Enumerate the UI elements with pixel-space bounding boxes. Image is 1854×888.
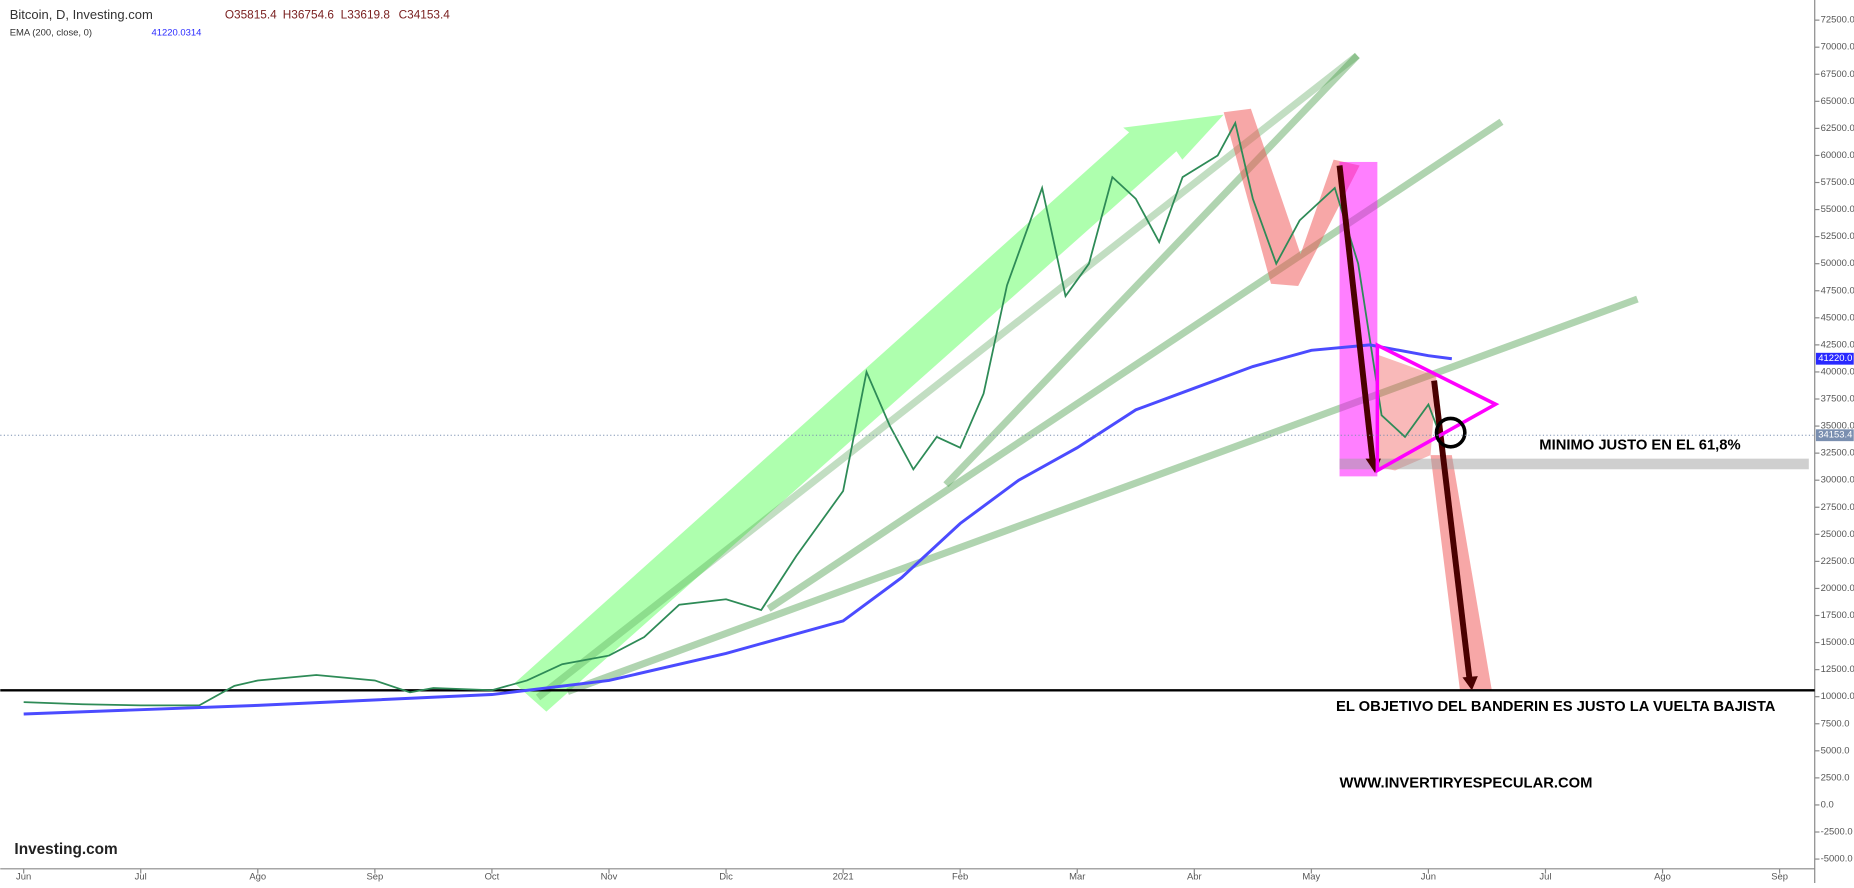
series-line: [23, 343, 1453, 716]
logo: Investing.com: [14, 841, 117, 858]
y-tick-label: 37500.0: [1821, 394, 1854, 405]
x-tick-label: 2021: [833, 872, 854, 883]
y-tick-label: 30000.0: [1821, 475, 1854, 486]
x-tick-label: Jul: [135, 872, 147, 883]
x-tick-label: Sep: [366, 872, 383, 883]
y-tick-label: 57500.0: [1821, 177, 1854, 188]
y-tick-label: 5000.0: [1821, 745, 1850, 756]
annotation: MINIMO JUSTO EN EL 61,8%: [1539, 438, 1740, 454]
y-tick-label: 27500.0: [1821, 502, 1854, 513]
indicator-label: EMA (200, close, 0): [10, 28, 92, 39]
x-tick-label: Ago: [249, 872, 266, 883]
x-tick-label: Jul: [1539, 872, 1551, 883]
y-tick-label: 55000.0: [1821, 204, 1854, 215]
trend-line: [535, 52, 1360, 701]
x-tick-label: May: [1302, 872, 1320, 883]
y-tick-label: -5000.0: [1821, 854, 1853, 865]
y-tick-label: 45000.0: [1821, 312, 1854, 323]
y-tick-label: 65000.0: [1821, 96, 1854, 107]
x-tick-label: Nov: [601, 872, 618, 883]
x-tick-label: Dic: [719, 872, 733, 883]
y-tick-label: 52500.0: [1821, 231, 1854, 242]
y-tick-label: 15000.0: [1821, 637, 1854, 648]
ohlc-close: C34153.4: [399, 7, 451, 21]
y-tick-label: 67500.0: [1821, 69, 1854, 80]
arrow: [1336, 165, 1376, 462]
y-tick-label: 35000.0: [1821, 421, 1854, 432]
y-tick-label: 60000.0: [1821, 150, 1854, 161]
trend-line: [766, 118, 1504, 612]
circle-mark: [1434, 416, 1467, 449]
arrow-head: [1462, 676, 1478, 691]
y-tick-label: 50000.0: [1821, 258, 1854, 269]
y-tick-label: 72500.0: [1821, 15, 1854, 26]
y-tick-label: 40000.0: [1821, 366, 1854, 377]
y-tick-label: 47500.0: [1821, 285, 1854, 296]
ohlc-open: O35815.4: [225, 7, 277, 21]
price-tag: [1815, 429, 1854, 442]
arrow: [1431, 380, 1473, 681]
y-tick-label: 17500.0: [1821, 610, 1854, 621]
red-zone: [1377, 354, 1437, 471]
series-line: [23, 120, 1441, 707]
red-zone: [1223, 108, 1360, 287]
price-tag-label: 41220.0: [1818, 353, 1852, 364]
x-tick-label: Jun: [1421, 872, 1436, 883]
y-tick-label: 62500.0: [1821, 123, 1854, 134]
y-tick-label: 10000.0: [1821, 691, 1854, 702]
x-tick-label: Jun: [16, 872, 31, 883]
annotation: WWW.INVERTIRYESPECULAR.COM: [1340, 776, 1593, 792]
y-tick-label: 42500.0: [1821, 339, 1854, 350]
drawings: [0, 52, 1815, 712]
x-tick-label: Mar: [1069, 872, 1085, 883]
y-tick-label: -2500.0: [1821, 827, 1853, 838]
y-tick-label: 0.0: [1821, 799, 1834, 810]
red-zone: [1430, 455, 1493, 692]
x-tick-label: Abr: [1187, 872, 1202, 883]
chart-title: Bitcoin, D, Investing.com: [10, 7, 153, 22]
trend-line: [566, 295, 1639, 695]
plot: [23, 120, 1453, 716]
x-tick-label: Oct: [485, 872, 500, 883]
trend-arrow: [514, 114, 1224, 712]
y-tick-label: 25000.0: [1821, 529, 1854, 540]
price-tag: [1815, 352, 1854, 365]
y-tick-label: 70000.0: [1821, 42, 1854, 53]
price-tag-label: 34153.4: [1818, 430, 1852, 441]
x-tick-label: Ago: [1654, 872, 1671, 883]
overlay: [1336, 165, 1500, 691]
ohlc-high: H36754.6: [283, 7, 335, 21]
y-tick-label: 12500.0: [1821, 664, 1854, 675]
trend-line: [943, 53, 1360, 488]
y-tick-label: 2500.0: [1821, 772, 1850, 783]
y-tick-label: 22500.0: [1821, 556, 1854, 567]
annotation: EL OBJETIVO DEL BANDERIN ES JUSTO LA VUE…: [1336, 699, 1776, 715]
y-tick-label: 20000.0: [1821, 583, 1854, 594]
y-tick-label: 32500.0: [1821, 448, 1854, 459]
y-tick-label: 7500.0: [1821, 718, 1850, 729]
ohlc-low: L33619.8: [341, 7, 391, 21]
x-tick-label: Feb: [952, 872, 968, 883]
x-tick-label: Sep: [1771, 872, 1788, 883]
gray-band: [1339, 458, 1809, 470]
indicator-value: 41220.0314: [152, 28, 202, 39]
